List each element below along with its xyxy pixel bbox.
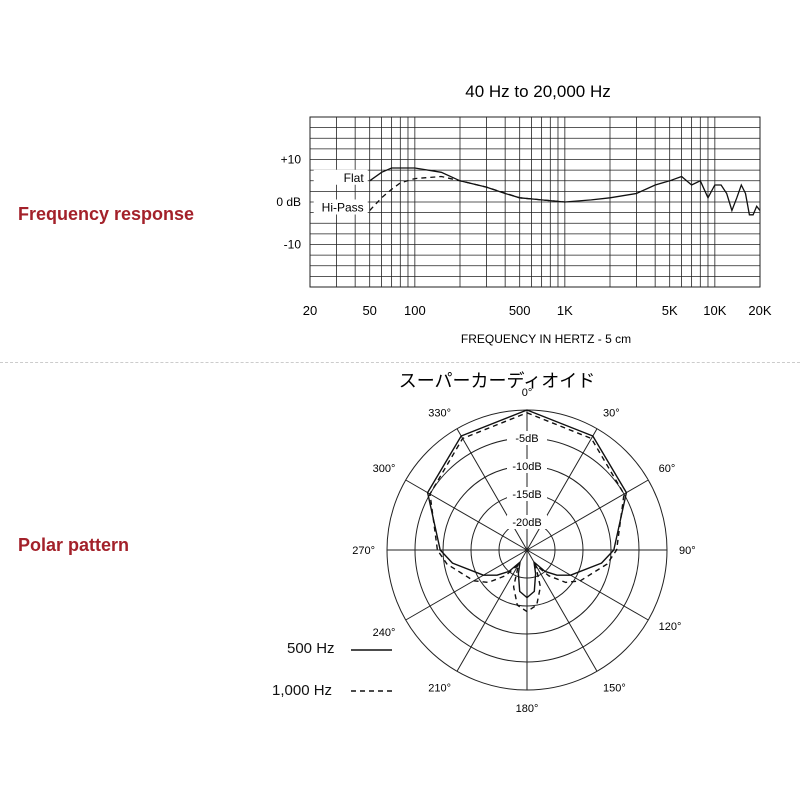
ring-label-bg (507, 431, 547, 445)
ring-label: -15dB (512, 489, 541, 501)
angle-label: 120° (659, 621, 682, 633)
polar-spoke (526, 428, 598, 551)
polar-spoke (526, 479, 649, 551)
angle-label: 60° (659, 463, 676, 475)
frequency-response-chart: 40 Hz to 20,000 Hz +10 0 dB -10 20 50 100 500… (276, 82, 772, 346)
polar-chart-title: スーパーカーディオイド (399, 371, 596, 391)
y-tick-label: 0 dB (276, 195, 301, 209)
ring-label: -20dB (512, 517, 541, 529)
polar-pattern-label: Polar pattern (18, 535, 130, 555)
freq-series-group (369, 167, 761, 216)
ring-label-bg (507, 459, 547, 473)
x-tick-label: 100 (404, 303, 426, 318)
ring-label-bg (507, 487, 547, 501)
polar-series-500hz (426, 409, 628, 599)
freq-grid (309, 116, 761, 288)
x-tick-label: 20K (748, 303, 771, 318)
y-tick-label: -10 (284, 238, 302, 252)
polar-spoke (456, 428, 528, 551)
polar-series-group (426, 409, 628, 613)
plot-frame (309, 116, 761, 288)
freq-chart-title: 40 Hz to 20,000 Hz (465, 82, 611, 101)
polar-ring-labels: -5dB -10dB -15dB -20dB (507, 431, 547, 529)
series-label-bg (313, 199, 368, 215)
x-tick-label: 50 (362, 303, 376, 318)
frequency-response-label: Frequency response (18, 204, 195, 224)
polar-pattern-chart: スーパーカーディオイド -5dB -10dB -15dB -20dB 0° 30° 60°… (352, 371, 695, 715)
ring-label: -10dB (512, 461, 541, 473)
x-tick-label: 5K (662, 303, 678, 318)
legend-500hz-label: 500 Hz (287, 640, 335, 657)
ring-label: -5dB (515, 433, 538, 445)
angle-label: 150° (603, 683, 626, 695)
legend-500hz-swatch (351, 649, 392, 651)
angle-label: 330° (428, 407, 451, 419)
x-tick-label: 10K (703, 303, 726, 318)
series-label: Hi-Pass (322, 201, 364, 215)
angle-label: 300° (373, 463, 396, 475)
angle-label: 210° (428, 683, 451, 695)
series-label: Flat (344, 171, 365, 185)
angle-label: 180° (516, 703, 539, 715)
polar-series-1000hz (429, 412, 625, 613)
legend-1000hz-label: 1,000 Hz (272, 682, 333, 699)
x-tick-label: 1K (557, 303, 573, 318)
polar-spoke (456, 549, 528, 672)
freq-series-labels: Flat Hi-Pass (313, 169, 368, 215)
angle-label: 90° (679, 545, 696, 557)
polar-spoke (405, 549, 528, 621)
ring-label-bg (507, 515, 547, 529)
polar-spoke (526, 549, 649, 621)
section-divider (0, 362, 800, 364)
angle-label: 240° (373, 627, 396, 639)
angle-label: 270° (352, 545, 375, 557)
y-tick-label: +10 (281, 153, 302, 167)
series-label-bg (313, 169, 368, 185)
freq-series-flat (369, 167, 761, 216)
legend-1000hz-swatch (351, 690, 392, 692)
freq-x-axis-label: FREQUENCY IN HERTZ - 5 cm (461, 332, 631, 346)
x-tick-label: 20 (303, 303, 317, 318)
freq-y-ticks: +10 0 dB -10 (276, 153, 301, 252)
polar-angle-labels: 0° 30° 60° 90° 120° 150° 180° 210° 240° 270° 300° 3… (352, 387, 695, 715)
polar-spoke (526, 549, 598, 672)
angle-label: 30° (603, 407, 620, 419)
polar-spoke (405, 479, 528, 551)
freq-x-ticks: 20 50 100 500 1K 5K 10K 20K (303, 303, 772, 318)
angle-label: 0° (522, 387, 533, 399)
x-tick-label: 500 (509, 303, 531, 318)
polar-grid (386, 409, 668, 691)
freq-series-hipass (369, 175, 565, 211)
